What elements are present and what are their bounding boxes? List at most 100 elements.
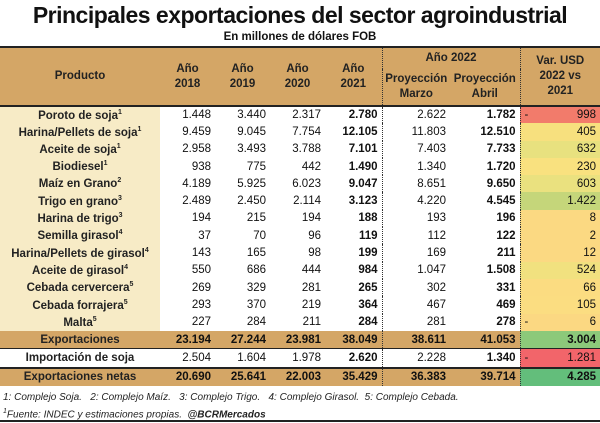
value-cell: 23.194 [160, 330, 215, 349]
product-name: Semilla girasol [37, 230, 119, 243]
value-cell: 469 [450, 296, 521, 314]
value-cell: 775 [246, 160, 266, 173]
negative-sign: - [524, 352, 529, 365]
variation-value: 12 [583, 247, 597, 260]
product-note: 4 [118, 229, 123, 237]
product-name: Biodiesel [52, 160, 104, 173]
value-cell: 9.045 [237, 125, 266, 138]
variation-cell: 2 [520, 227, 600, 245]
value-cell: 41.053 [450, 330, 521, 349]
value-cell: 23.981 [270, 330, 325, 349]
product-name: Poroto de soja [38, 109, 118, 122]
value-cell: 96 [308, 229, 321, 242]
value-cell: 3.493 [237, 143, 266, 156]
table-row: Cebada forrajera5 293 370 219 364 467 469 105 [0, 296, 600, 314]
value-cell: 7.733 [450, 140, 521, 158]
value-cell: 219 [301, 298, 321, 311]
value-cell: 467 [381, 296, 450, 314]
table-row: Importación de soja 2.504 1.604 1.978 2.620 2… [0, 348, 600, 369]
variation-cell: - 1.281 [520, 348, 600, 369]
value-cell: 70 [253, 229, 266, 242]
table-row: Poroto de soja1 1.448 3.440 2.317 2.780 2.622… [0, 106, 600, 124]
product-note: 3 [117, 194, 122, 202]
value-cell: 143 [191, 247, 211, 260]
footnote-complejos: 1: Complejo Soja. 2: Complejo Maíz. 3: C… [3, 392, 459, 403]
value-cell: 9.459 [182, 125, 211, 138]
header-var: Var. USD 2022 vs 2021 [520, 46, 600, 106]
header-abril: Proyección Abril [450, 69, 521, 106]
value-cell: 165 [246, 247, 266, 260]
product-cell: Poroto de soja1 [0, 106, 160, 124]
product-cell: Biodiesel1 [0, 157, 160, 176]
table-row: Harina de trigo3 194 215 194 188 193 196 8 [0, 209, 600, 228]
variation-value: 105 [576, 298, 597, 311]
value-cell: 169 [381, 244, 450, 262]
value-cell: 27.244 [215, 330, 270, 349]
value-cell: 194 [191, 212, 211, 225]
value-cell: 1.340 [450, 348, 521, 369]
variation-cell: 3.004 [520, 330, 600, 349]
value-cell: 1.508 [450, 261, 521, 279]
header-product: Producto [0, 46, 160, 106]
value-cell: 2.958 [182, 143, 211, 156]
variation-cell: 12 [520, 244, 600, 262]
value-cell: 37 [198, 229, 211, 242]
header-2018: Año 2018 [160, 46, 215, 106]
product-cell: Exportaciones netas [0, 367, 160, 386]
value-cell: 22.003 [270, 367, 325, 386]
value-cell: 9.047 [348, 177, 378, 190]
value-cell: 2.228 [381, 348, 450, 369]
value-cell: 38.611 [381, 330, 450, 349]
header-2020: Año 2020 [270, 46, 325, 106]
value-cell: 12.510 [450, 123, 521, 141]
value-cell: 278 [450, 313, 521, 331]
product-name: Exportaciones [40, 333, 120, 346]
product-cell: Harina de trigo3 [0, 209, 160, 228]
product-note: 4 [124, 263, 128, 271]
table-row: Malta5 227 284 211 284 281 278-6 [0, 313, 600, 331]
value-cell: 196 [450, 209, 521, 228]
value-cell: 7.403 [381, 140, 450, 158]
variation-cell: 524 [520, 261, 600, 279]
value-cell: 284 [246, 316, 266, 329]
product-cell: Harina/Pellets de soja1 [0, 123, 160, 141]
value-cell: 194 [301, 212, 321, 225]
value-cell: 11.803 [381, 123, 450, 141]
variation-cell: - 998 [520, 106, 600, 124]
value-cell: 281 [301, 281, 321, 294]
footnote-source-text: Fuente: INDEC y estimaciones propias. [6, 409, 182, 421]
value-cell: 1.782 [450, 106, 521, 124]
product-name: Trigo en grano [38, 195, 118, 208]
variation-cell: 1.422 [520, 192, 600, 210]
value-cell: 4.545 [450, 192, 521, 210]
value-cell: 1.490 [348, 160, 378, 173]
table-row: Trigo en grano3 2.489 2.450 2.114 3.123 4.220… [0, 192, 600, 210]
value-cell: 211 [450, 244, 521, 262]
value-cell: 442 [301, 160, 321, 173]
table-row: Exportaciones netas 20.690 25.641 22.003 35.… [0, 367, 600, 386]
value-cell: 331 [450, 278, 521, 297]
header-2022: Año 2022 [381, 46, 521, 69]
product-name: Importación de soja [25, 352, 135, 365]
product-note: 5 [92, 315, 97, 323]
product-name: Harina/Pellets de girasol [11, 247, 145, 260]
table-row: Maíz en Grano2 4.189 5.925 6.023 9.047 8.651 9… [0, 175, 600, 193]
variation-value: 2 [589, 229, 597, 242]
value-cell: 98 [308, 247, 321, 260]
variation-value: 3.004 [567, 333, 597, 346]
value-cell: 4.220 [381, 192, 450, 210]
product-note: 4 [144, 246, 149, 254]
value-cell: 12.105 [342, 125, 378, 138]
variation-value: 4.285 [567, 371, 597, 384]
product-note: 5 [129, 281, 134, 289]
variation-cell: 603 [520, 175, 600, 193]
value-cell: 112 [381, 227, 450, 245]
value-cell: 1.978 [270, 348, 325, 369]
value-cell: 6.023 [292, 177, 321, 190]
value-cell: 3.440 [237, 109, 266, 122]
table-row: Cebada cervercera5 269 329 281 265 302 331 66 [0, 278, 600, 297]
table-row: Exportaciones 23.194 27.244 23.981 38.049 38.… [0, 330, 600, 349]
product-cell: Malta5 [0, 313, 160, 331]
product-name: Malta [63, 316, 93, 329]
variation-value: 632 [576, 143, 597, 156]
